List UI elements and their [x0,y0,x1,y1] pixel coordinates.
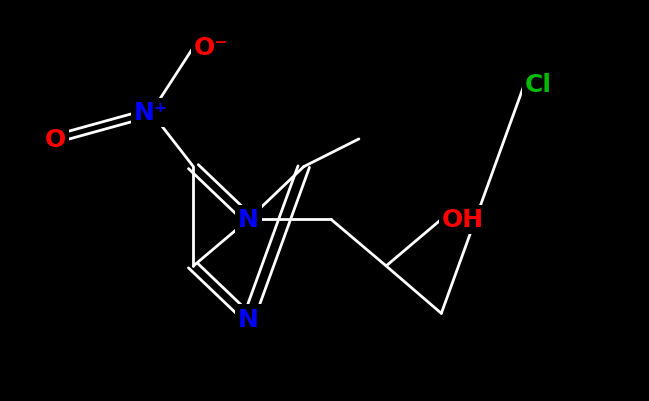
Text: O: O [45,128,66,152]
Text: N⁺: N⁺ [134,101,168,125]
Text: N: N [238,208,259,232]
Text: N: N [238,307,259,331]
Text: O⁻: O⁻ [193,36,228,60]
Text: OH: OH [441,208,484,232]
Text: Cl: Cl [524,73,552,97]
